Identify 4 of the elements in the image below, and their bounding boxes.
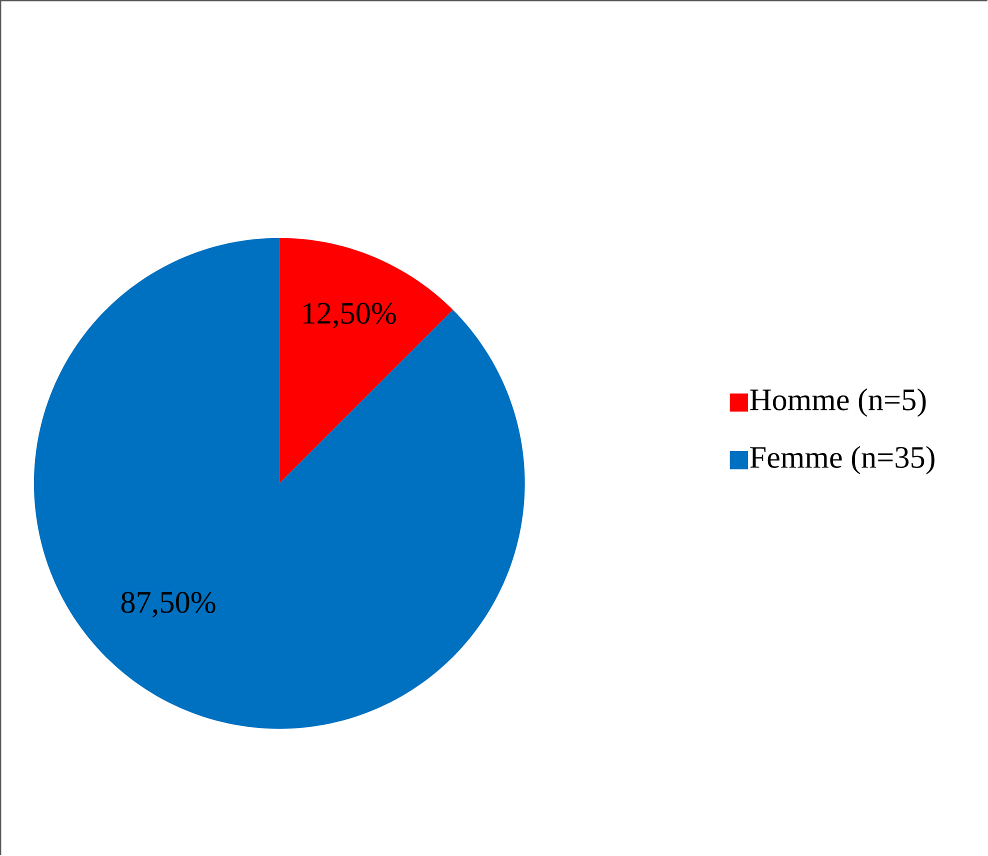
legend-label: Femme (n=35) <box>750 446 934 474</box>
data-label: 87,50% <box>121 592 216 618</box>
data-label: 12,50% <box>304 302 396 329</box>
legend-label: Homme (n=5) <box>750 388 926 417</box>
